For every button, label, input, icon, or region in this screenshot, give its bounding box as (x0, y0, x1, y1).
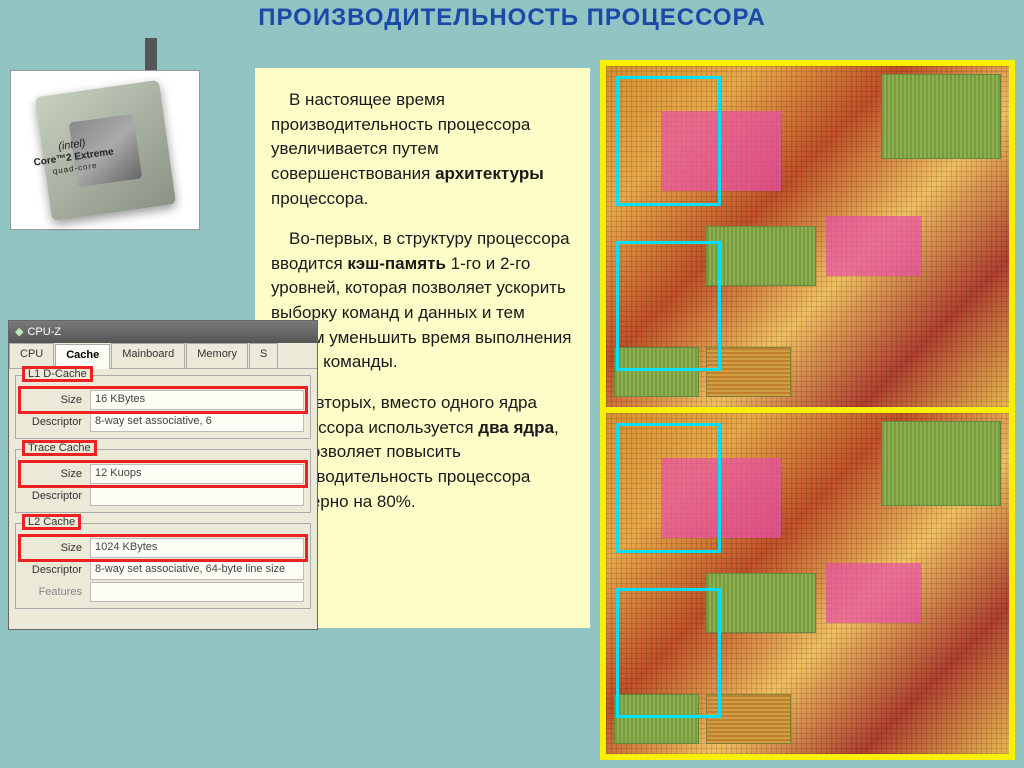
die-grid (706, 226, 816, 286)
cache-group-trace: Trace Cache Size 12 Kuops Descriptor (15, 449, 311, 513)
die-shots (600, 60, 1015, 760)
cpu-photo: (intel) Core™2 Extreme quad-core (10, 70, 200, 230)
label-desc: Descriptor (22, 490, 82, 502)
cache-row-desc: Descriptor 8-way set associative, 6 (22, 412, 304, 432)
cache-group-l1d: L1 D-Cache Size 16 KBytes Descriptor 8-w… (15, 375, 311, 439)
cache-row-features: Features (22, 582, 304, 602)
cache-group-l2: L2 Cache Size 1024 KBytes Descriptor 8-w… (15, 523, 311, 609)
value-l2-features (90, 582, 304, 602)
label-features: Features (22, 586, 82, 598)
tab-mainboard[interactable]: Mainboard (111, 343, 185, 368)
text-bold: кэш-память (347, 254, 446, 273)
core-highlight-2 (616, 241, 721, 371)
die-grid (881, 74, 1001, 159)
die-grid (706, 573, 816, 633)
die-shot-bottom (606, 413, 1009, 754)
value-l2-size: 1024 KBytes (90, 538, 304, 558)
cpuz-titlebar: CPU-Z (9, 321, 317, 343)
text-bold: два ядра (478, 418, 554, 437)
page-title: ПРОИЗВОДИТЕЛЬНОСТЬ ПРОЦЕССОРА (0, 4, 1024, 32)
label-desc: Descriptor (22, 416, 82, 428)
value-l2-desc: 8-way set associative, 64-byte line size (90, 560, 304, 580)
tab-memory[interactable]: Memory (186, 343, 248, 368)
value-l1d-size: 16 KBytes (90, 390, 304, 410)
die-grid (881, 421, 1001, 506)
value-trace-size: 12 Kuops (90, 464, 304, 484)
die-shot-top (606, 66, 1009, 407)
core-highlight-1 (616, 76, 721, 206)
core-highlight-2 (616, 588, 721, 718)
cache-row-size: Size 12 Kuops (22, 464, 304, 484)
value-trace-desc (90, 486, 304, 506)
cache-legend-l2: L2 Cache (24, 516, 79, 528)
label-size: Size (22, 468, 82, 480)
die-region (826, 563, 921, 623)
paragraph-1: В настоящее время производительность про… (271, 88, 574, 211)
text-bold: архитектуры (435, 164, 544, 183)
cache-legend-trace: Trace Cache (24, 442, 95, 454)
cache-row-size: Size 16 KBytes (22, 390, 304, 410)
label-size: Size (22, 542, 82, 554)
cache-legend-l1d: L1 D-Cache (24, 368, 91, 380)
cache-row-desc: Descriptor (22, 486, 304, 506)
cpuz-window: CPU-Z CPU Cache Mainboard Memory S L1 D-… (8, 320, 318, 630)
label-desc: Descriptor (22, 564, 82, 576)
tab-cache[interactable]: Cache (55, 344, 110, 369)
label-size: Size (22, 394, 82, 406)
die-region (826, 216, 921, 276)
text-run: процессора. (271, 189, 368, 208)
core-highlight-1 (616, 423, 721, 553)
cpuz-tabs: CPU Cache Mainboard Memory S (9, 343, 317, 369)
cpuz-body: L1 D-Cache Size 16 KBytes Descriptor 8-w… (9, 369, 317, 625)
value-l1d-desc: 8-way set associative, 6 (90, 412, 304, 432)
tab-cpu[interactable]: CPU (9, 343, 54, 368)
cache-row-desc: Descriptor 8-way set associative, 64-byt… (22, 560, 304, 580)
cache-row-size: Size 1024 KBytes (22, 538, 304, 558)
tab-s[interactable]: S (249, 343, 278, 368)
